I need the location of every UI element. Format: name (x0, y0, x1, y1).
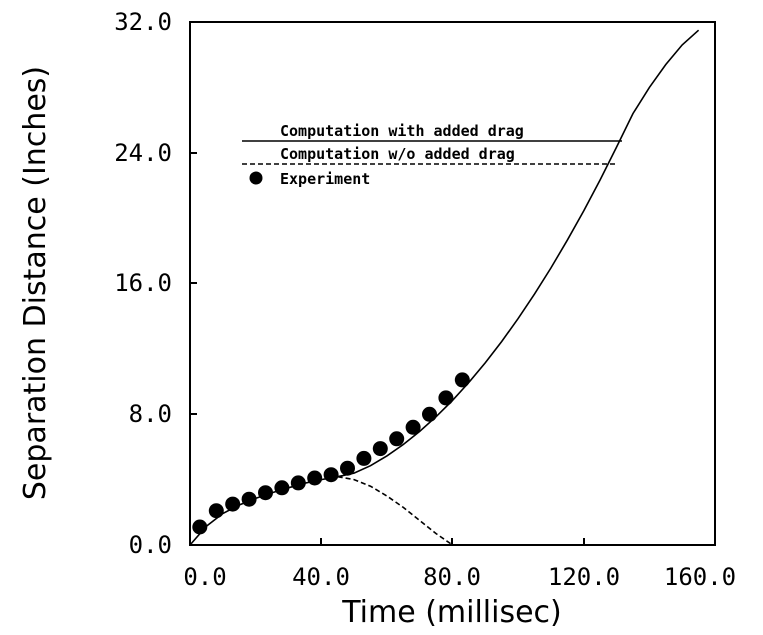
experiment-point (438, 390, 454, 406)
experiment-point (405, 419, 421, 435)
experiment-point (290, 475, 306, 491)
x-tick-marks (189, 538, 716, 545)
y-tick-marks (190, 21, 197, 546)
x-tick-labels: 0.0 40.0 80.0 120.0 160.0 (183, 563, 736, 591)
series-line-with-drag (189, 29, 700, 546)
x-axis-title: Time (millisec) (341, 595, 562, 630)
experiment-point (208, 503, 224, 519)
y-tick-label: 24.0 (114, 139, 172, 167)
y-tick-label: 8.0 (129, 400, 172, 428)
experiment-point (372, 441, 388, 457)
x-tick-label: 40.0 (292, 563, 350, 591)
y-tick-label: 32.0 (114, 8, 172, 36)
legend-label-without-drag: Computation w/o added drag (280, 145, 515, 163)
series-layer (189, 29, 700, 546)
experiment-point (356, 450, 372, 466)
experiment-point (274, 480, 290, 496)
experiment-point (389, 431, 405, 447)
legend-label-experiment: Experiment (280, 170, 370, 188)
x-tick-label: 0.0 (183, 563, 226, 591)
series-line-without-drag (337, 475, 453, 546)
x-tick-label: 120.0 (548, 563, 620, 591)
experiment-point (225, 496, 241, 512)
experiment-point (422, 406, 437, 422)
x-tick-label: 80.0 (423, 563, 481, 591)
legend-marker-experiment (249, 171, 263, 185)
legend-label-with-drag: Computation with added drag (280, 122, 524, 140)
experiment-point (454, 372, 470, 388)
experiment-point (323, 467, 339, 483)
y-tick-label: 16.0 (114, 269, 172, 297)
experiment-point (192, 519, 208, 535)
y-tick-labels: 0.0 8.0 16.0 24.0 32.0 (114, 8, 172, 559)
y-axis-title: Separation Distance (Inches) (18, 66, 53, 500)
experiment-point (340, 460, 355, 476)
experiment-point (241, 491, 257, 507)
y-tick-label: 0.0 (129, 531, 172, 559)
x-tick-label: 160.0 (664, 563, 736, 591)
legend: Computation with added drag Computation … (242, 122, 622, 188)
experiment-point (307, 470, 323, 486)
plot-area-frame (189, 21, 716, 546)
experiment-point (258, 485, 273, 501)
